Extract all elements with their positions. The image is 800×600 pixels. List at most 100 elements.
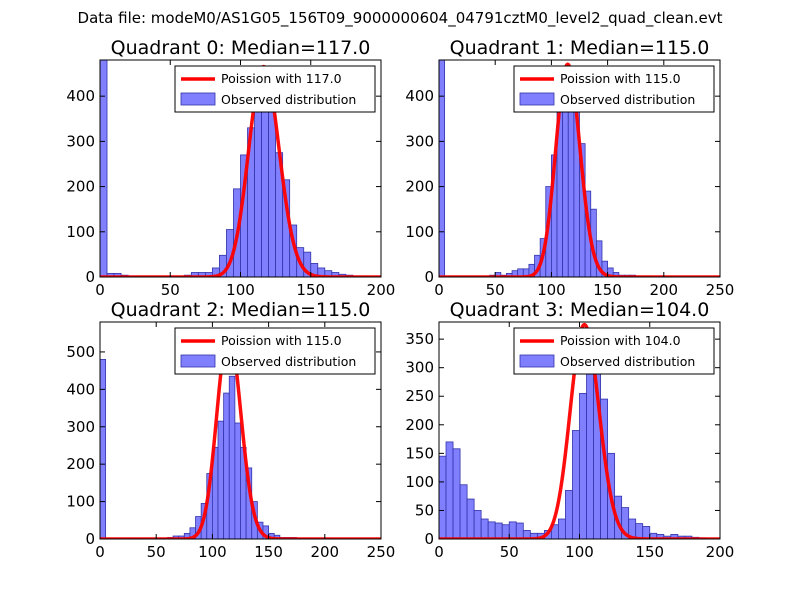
y-tick-label: 200 xyxy=(66,178,95,196)
histogram-bar xyxy=(487,521,496,539)
histogram-bar xyxy=(234,422,241,539)
histogram-bar xyxy=(642,526,651,539)
legend-fit-label: Poission with 117.0 xyxy=(221,71,342,86)
figure-title: Data file: modeM0/AS1G05_156T09_90000006… xyxy=(77,9,723,27)
y-tick-label: 250 xyxy=(405,387,434,405)
legend: Poission with 117.0 Observed distribution xyxy=(174,65,376,113)
histogram-bar xyxy=(254,86,262,277)
y-tick-label: 300 xyxy=(66,418,95,436)
y-tick-label: 500 xyxy=(66,343,95,361)
histogram-bar xyxy=(494,522,503,539)
x-tick-label: 50 xyxy=(147,543,166,561)
x-tick-label: 150 xyxy=(593,281,622,299)
histogram-bar xyxy=(100,359,107,539)
x-tick-label: 0 xyxy=(95,281,105,299)
legend-hist-label: Observed distribution xyxy=(560,92,695,107)
x-tick-label: 50 xyxy=(161,281,180,299)
histogram-bar xyxy=(459,484,468,539)
y-tick-label: 100 xyxy=(405,473,434,491)
histogram-bar xyxy=(558,518,566,539)
x-tick-label: 100 xyxy=(198,543,227,561)
y-tick-label: 50 xyxy=(415,501,434,519)
y-tick-label: 0 xyxy=(85,268,95,286)
legend-fit-label: Poission with 115.0 xyxy=(221,333,342,348)
x-tick-label: 50 xyxy=(486,281,505,299)
y-tick-label: 300 xyxy=(66,132,95,150)
y-tick-label: 0 xyxy=(424,530,434,548)
x-tick-label: 250 xyxy=(367,543,396,561)
subplot-quadrant-3: 0 50 100 150 200 0 50 100 150 200 250 300 350 Quadran… xyxy=(405,299,734,561)
histogram-bar xyxy=(466,498,475,539)
histogram-bar xyxy=(223,392,230,539)
y-tick-label: 400 xyxy=(66,380,95,398)
y-tick-label: 0 xyxy=(85,530,95,548)
histogram-bar xyxy=(579,392,587,539)
subplot-quadrant-0: 0 50 100 150 200 0 100 200 300 400 Quadrant 0: Med… xyxy=(66,37,395,299)
y-tick-label: 100 xyxy=(405,223,434,241)
subplot-title: Quadrant 2: Median=115.0 xyxy=(111,299,371,321)
y-tick-label: 200 xyxy=(66,455,95,473)
histogram-bars xyxy=(100,359,331,539)
legend-hist-label: Observed distribution xyxy=(221,92,356,107)
histogram-bar xyxy=(445,441,454,539)
x-tick-label: 250 xyxy=(706,281,735,299)
legend-hist-swatch xyxy=(180,354,216,368)
x-tick-label: 0 xyxy=(434,543,444,561)
legend-box xyxy=(174,327,376,375)
histogram-bar xyxy=(217,420,225,539)
subplot-title: Quadrant 1: Median=115.0 xyxy=(450,37,710,59)
x-tick-label: 150 xyxy=(635,543,664,561)
y-tick-label: 100 xyxy=(66,223,95,241)
histogram-bar xyxy=(100,60,108,277)
subplot-title: Quadrant 3: Median=104.0 xyxy=(450,299,710,321)
poisson-fit-line xyxy=(100,331,381,539)
y-tick-label: 0 xyxy=(424,268,434,286)
x-tick-label: 150 xyxy=(296,281,325,299)
poisson-fit-line xyxy=(439,62,720,277)
subplot-quadrant-2: 0 50 100 150 200 250 0 100 200 300 400 500 Quadrant … xyxy=(66,299,395,561)
legend: Poission with 104.0 Observed distribution xyxy=(513,327,715,375)
histogram-bar xyxy=(452,448,461,539)
y-tick-label: 300 xyxy=(405,359,434,377)
histogram-bar xyxy=(473,510,482,539)
histogram-bar xyxy=(565,490,573,539)
x-tick-label: 0 xyxy=(95,543,105,561)
y-tick-label: 200 xyxy=(405,416,434,434)
legend-hist-swatch xyxy=(180,92,216,106)
histogram-bar xyxy=(515,522,524,539)
legend-hist-label: Observed distribution xyxy=(221,354,356,369)
histogram-bar xyxy=(508,521,517,539)
legend-hist-swatch xyxy=(519,354,555,368)
subplot-title: Quadrant 0: Median=117.0 xyxy=(111,37,371,59)
x-tick-label: 200 xyxy=(310,543,339,561)
histogram-bar xyxy=(562,95,569,277)
histogram-bar xyxy=(261,88,270,277)
subplot-quadrant-1: 0 50 100 150 200 250 0 100 200 300 400 Quadrant 1: … xyxy=(405,37,734,299)
y-tick-label: 400 xyxy=(405,87,434,105)
x-tick-label: 50 xyxy=(500,543,519,561)
legend-hist-swatch xyxy=(519,92,555,106)
x-tick-label: 100 xyxy=(565,543,594,561)
x-tick-label: 200 xyxy=(367,281,396,299)
legend-hist-label: Observed distribution xyxy=(560,354,695,369)
histogram-bar xyxy=(567,84,575,277)
histogram-bar xyxy=(501,524,510,539)
y-tick-label: 350 xyxy=(405,330,434,348)
x-tick-label: 100 xyxy=(537,281,566,299)
axes-frame xyxy=(99,321,382,540)
legend: Poission with 115.0 Observed distribution xyxy=(513,65,715,113)
x-tick-label: 150 xyxy=(254,543,283,561)
histogram-bar xyxy=(439,60,446,277)
x-tick-label: 200 xyxy=(649,281,678,299)
legend: Poission with 115.0 Observed distribution xyxy=(174,327,376,375)
y-tick-label: 200 xyxy=(405,178,434,196)
histogram-bar xyxy=(268,111,277,277)
histogram-bar xyxy=(572,430,580,539)
y-tick-label: 100 xyxy=(66,493,95,511)
x-tick-label: 100 xyxy=(226,281,255,299)
axes-frame xyxy=(438,59,721,278)
histogram-bar xyxy=(635,523,644,539)
histogram-bar xyxy=(228,375,236,539)
y-tick-label: 400 xyxy=(66,87,95,105)
